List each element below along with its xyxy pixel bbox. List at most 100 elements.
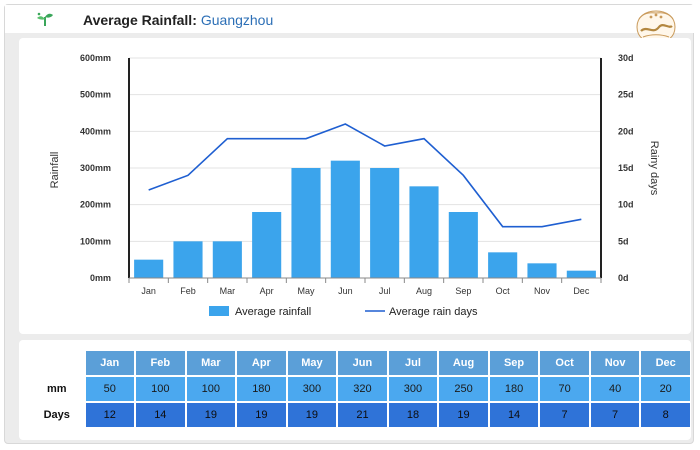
bar-dec — [566, 270, 596, 278]
table-cell-days: 18 — [387, 402, 439, 428]
y2-tick-label: 15d — [618, 163, 634, 173]
table-month-header: Oct — [539, 350, 590, 376]
table-cell-mm: 100 — [185, 376, 237, 402]
right-tick-labels: 0d 5d 10d 15d 20d 25d 30d — [618, 53, 634, 283]
y-tick-label: 300mm — [80, 163, 111, 173]
table-cell-mm: 100 — [135, 376, 186, 402]
y-tick-label: 0mm — [90, 273, 111, 283]
table-month-header: Feb — [135, 350, 186, 376]
bar-aug — [409, 186, 439, 278]
plant-icon — [37, 12, 53, 26]
left-tick-labels: 0mm 100mm 200mm 300mm 400mm 500mm 600mm — [80, 53, 111, 283]
table-cell-days: 19 — [185, 402, 237, 428]
rainfall-table: Jan Feb Mar Apr May Jun Jul Aug Sep Oct Nov Dec mm … — [29, 350, 691, 428]
bar-feb — [173, 241, 203, 278]
y2-tick-label: 5d — [618, 236, 629, 246]
table-cell-days: 19 — [286, 402, 338, 428]
rain-days-line — [148, 123, 582, 228]
bar-jan — [134, 259, 164, 278]
table-cell-mm: 250 — [438, 376, 489, 402]
y-tick-label: 500mm — [80, 90, 111, 100]
legend-line-label: Average rain days — [389, 306, 478, 318]
x-tick-labels: Jan Feb Mar Apr May Jun Jul Aug Sep Oct Nov Dec — [141, 286, 589, 296]
y-tick-label: 100mm — [80, 236, 111, 246]
table-cell-mm: 320 — [337, 376, 388, 402]
table-month-header: Jan — [84, 350, 136, 376]
data-table-card: Jan Feb Mar Apr May Jun Jul Aug Sep Oct Nov Dec mm … — [19, 340, 691, 440]
table-cell-days: 7 — [589, 402, 641, 428]
table-cell-days: 19 — [236, 402, 287, 428]
bar-series — [134, 160, 596, 278]
x-tick-label: Jan — [141, 286, 156, 296]
table-cell-days: 12 — [84, 402, 136, 428]
table-cell-days: 8 — [640, 402, 691, 428]
x-tick-label: Apr — [260, 286, 274, 296]
table-row-days: Days 12 14 19 19 19 21 18 19 14 7 7 8 — [29, 402, 691, 428]
row-label-mm: mm — [46, 383, 67, 395]
y-axis-label: Rainfall — [49, 152, 61, 189]
table-month-header: Jul — [387, 350, 439, 376]
y2-tick-label: 10d — [618, 200, 634, 210]
y2-axis-label: Rainy days — [648, 141, 660, 196]
bar-may — [291, 168, 321, 278]
table-month-header: May — [286, 350, 338, 376]
page-title: Average Rainfall: Guangzhou — [83, 12, 273, 28]
x-tick-label: Feb — [180, 286, 196, 296]
axes — [128, 58, 602, 283]
y-tick-label: 200mm — [80, 200, 111, 210]
table-cell-days: 7 — [539, 402, 590, 428]
x-tick-label: Jun — [338, 286, 353, 296]
bar-mar — [212, 241, 242, 278]
table-month-header: Aug — [438, 350, 489, 376]
table-row-mm: mm 50 100 100 180 300 320 300 250 180 70 40 20 — [29, 376, 691, 402]
table-cell-mm: 180 — [488, 376, 540, 402]
bar-jul — [370, 168, 400, 278]
legend-bar-label: Average rainfall — [235, 306, 311, 318]
y2-tick-label: 20d — [618, 126, 634, 136]
bar-oct — [488, 252, 518, 278]
table-cell-days: 21 — [337, 402, 388, 428]
legend-bar-swatch — [209, 306, 229, 316]
chart-card: 0mm 100mm 200mm 300mm 400mm 500mm 600mm 0d 5d 10… — [19, 38, 691, 334]
city-name: Guangzhou — [200, 12, 274, 28]
table-cell-mm: 300 — [387, 376, 439, 402]
x-tick-label: Oct — [496, 286, 511, 296]
header: Average Rainfall: Guangzhou — [5, 5, 695, 33]
y2-tick-label: 30d — [618, 53, 634, 63]
x-tick-label: Mar — [220, 286, 236, 296]
table-month-header: Jun — [337, 350, 388, 376]
table-corner — [29, 350, 85, 376]
y-tick-label: 400mm — [80, 126, 111, 136]
table-cell-mm: 300 — [286, 376, 338, 402]
y2-tick-label: 0d — [618, 273, 629, 283]
table-cell-days: 19 — [438, 402, 489, 428]
table-month-header: Nov — [589, 350, 641, 376]
title-label: Average Rainfall: — [83, 12, 197, 28]
table-cell-mm: 180 — [236, 376, 287, 402]
x-tick-label: Sep — [455, 286, 471, 296]
table-month-header: Sep — [488, 350, 540, 376]
table-cell-days: 14 — [488, 402, 540, 428]
table-cell-mm: 50 — [84, 376, 136, 402]
page-frame: Average Rainfall: Guangzhou 0mm 100mm 200mm… — [4, 4, 695, 444]
table-month-header: Dec — [640, 350, 691, 376]
bar-sep — [448, 212, 478, 278]
table-month-header: Apr — [236, 350, 287, 376]
table-month-header: Mar — [185, 350, 237, 376]
x-tick-label: May — [297, 286, 315, 296]
rainfall-chart: 0mm 100mm 200mm 300mm 400mm 500mm 600mm 0d 5d 10… — [49, 53, 660, 318]
table-header-row: Jan Feb Mar Apr May Jun Jul Aug Sep Oct Nov Dec — [29, 350, 691, 376]
table-cell-mm: 70 — [539, 376, 590, 402]
y-tick-label: 600mm — [80, 53, 111, 63]
x-tick-label: Dec — [573, 286, 590, 296]
bar-nov — [527, 263, 557, 278]
y2-tick-label: 25d — [618, 90, 634, 100]
table-cell-days: 14 — [135, 402, 186, 428]
table-cell-mm: 20 — [640, 376, 691, 402]
bar-jun — [330, 160, 360, 278]
table-cell-mm: 40 — [589, 376, 641, 402]
legend: Average rainfall Average rain days — [209, 306, 478, 318]
x-tick-label: Aug — [416, 286, 432, 296]
x-tick-label: Nov — [534, 286, 551, 296]
line-series-layer — [148, 123, 582, 228]
